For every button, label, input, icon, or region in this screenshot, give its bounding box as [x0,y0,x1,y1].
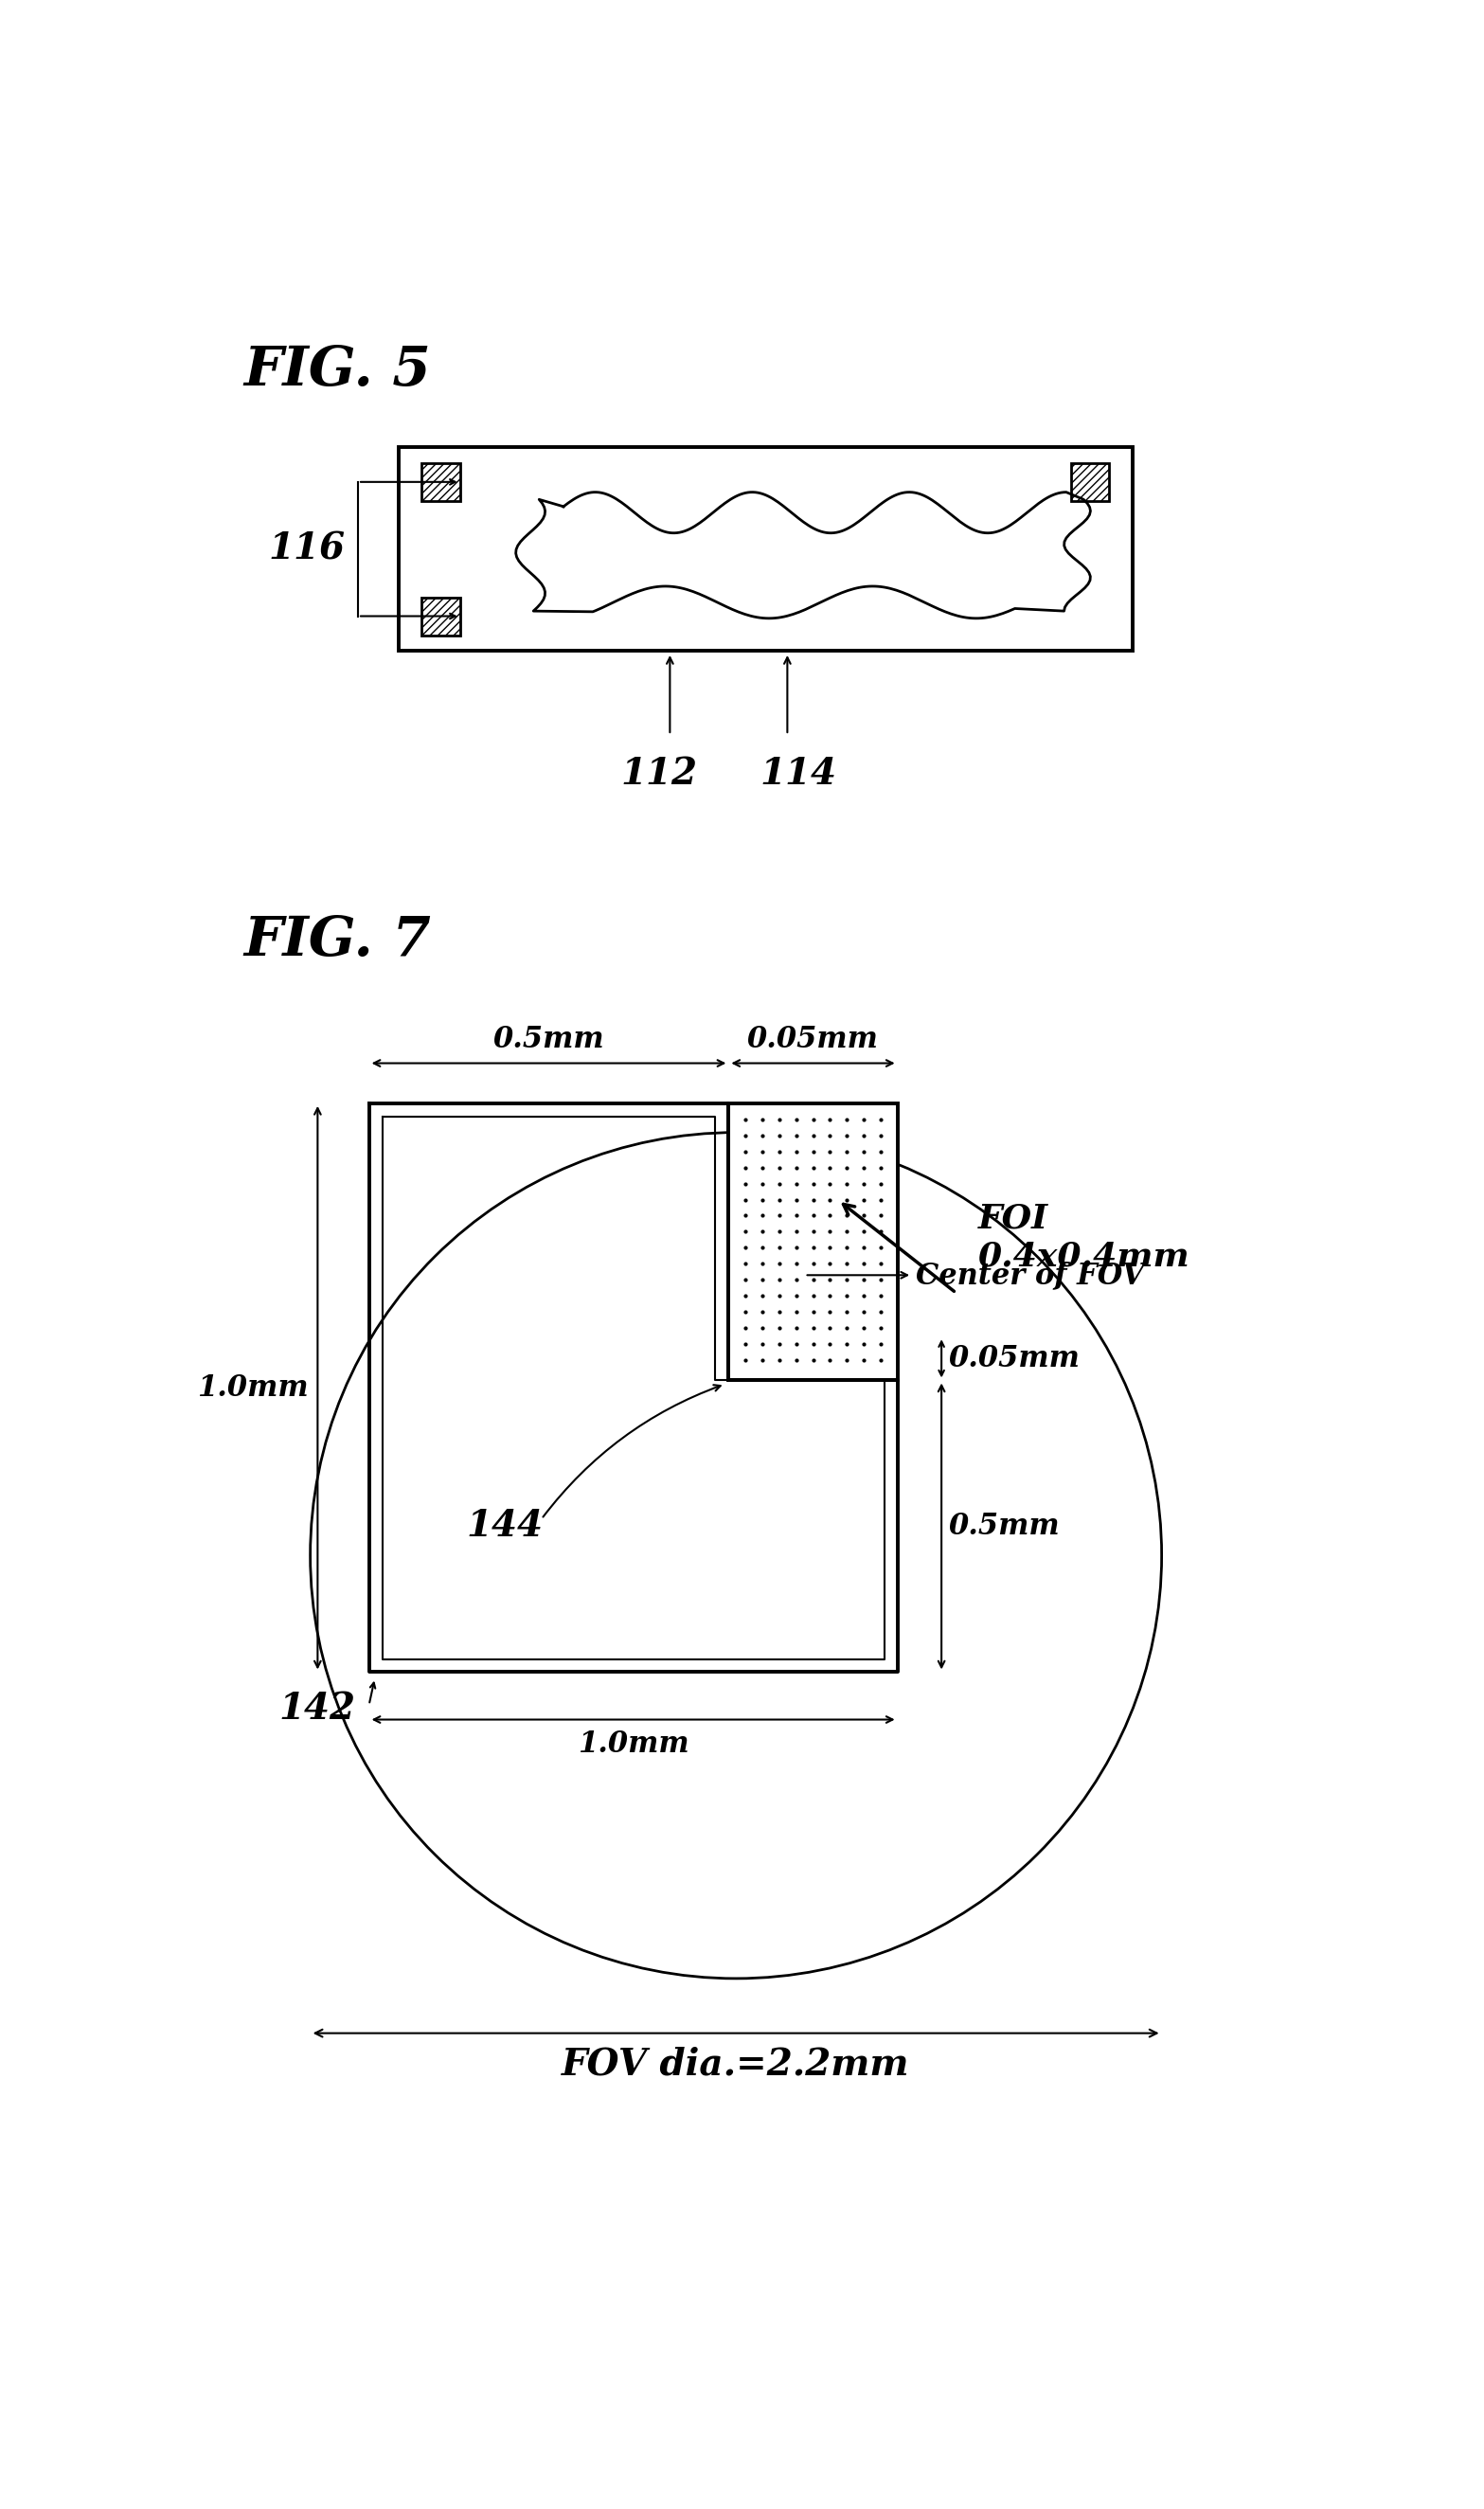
Text: 0.5mm: 0.5mm [948,1510,1060,1541]
Text: 112: 112 [620,755,697,790]
Text: Center of FOV: Center of FOV [916,1260,1144,1290]
Text: 142: 142 [279,1691,356,1726]
Text: 0.4x0.4mm: 0.4x0.4mm [978,1239,1190,1272]
Bar [421,597,460,635]
Bar [398,447,1132,652]
Text: FOI: FOI [978,1202,1048,1234]
Text: FOV dia.=2.2mm: FOV dia.=2.2mm [562,2047,910,2082]
Text: 0.05mm: 0.05mm [748,1026,879,1054]
Text: 116: 116 [269,532,344,567]
Bar [1070,464,1109,502]
Text: 0.5mm: 0.5mm [493,1026,604,1054]
Text: 1.0mm: 1.0mm [577,1729,689,1759]
Text: 144: 144 [466,1508,543,1546]
Text: 0.05mm: 0.05mm [948,1345,1080,1372]
Text: 1.0mm: 1.0mm [197,1372,309,1403]
Text: 114: 114 [760,755,837,790]
Text: FIG. 5: FIG. 5 [245,344,432,396]
Text: FIG. 7: FIG. 7 [245,913,432,966]
Bar [729,1104,898,1380]
Bar [421,464,460,502]
